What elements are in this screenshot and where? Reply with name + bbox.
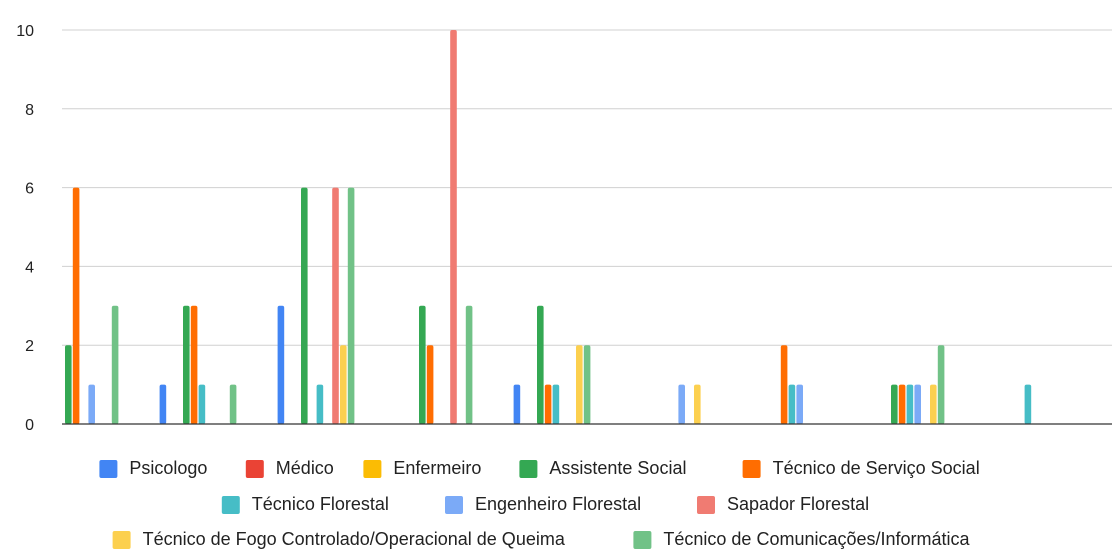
y-tick-label: 2 [25,338,34,355]
bar: Técnico Florestal: 1 [788,384,796,424]
bar: Técnico de Fogo Controlado/Operacional d… [930,384,937,424]
legend: Psicologo Médico Enfermeiro Assistente Soci… [99,458,980,549]
bar: Técnico de Serviço Social: 2 [780,345,788,424]
bar: Engenheiro Florestal: 1 [678,384,685,424]
bar: Técnico de Serviço Social: 6 [72,187,80,424]
legend-swatch [99,460,118,478]
bar: Assistente Social: 3 [419,305,426,424]
y-tick-label: 10 [16,23,34,40]
legend-label: Engenheiro Florestal [475,494,641,514]
legend-label: Técnico de Serviço Social [773,458,980,478]
bar: Assistente Social: 3 [183,305,190,424]
legend-swatch [697,496,715,514]
bar: Técnico de Fogo Controlado/Operacional d… [340,345,347,424]
legend-label: Assistente Social [549,458,686,478]
bar: Técnico Florestal: 1 [906,384,914,424]
bar: Técnico Florestal: 1 [198,384,206,424]
legend-swatch [445,496,463,514]
bar: Técnico de Comunicações/Informática: 6 [347,187,355,424]
legend-label: Psicologo [129,458,207,478]
bar: Assistente Social: 1 [891,384,898,424]
bar: Técnico de Fogo Controlado/Operacional d… [694,384,701,424]
bar: Psicologo: 3 [277,305,285,424]
legend-label: Sapador Florestal [727,494,869,514]
bar: Assistente Social: 3 [537,305,544,424]
bars: Assistente Social: 2Técnico de Serviço S… [65,30,1032,424]
bar: Técnico de Comunicações/Informática: 3 [465,305,473,424]
bar: Técnico de Comunicações/Informática: 2 [937,345,945,424]
bar: Engenheiro Florestal: 1 [88,384,95,424]
bar: Assistente Social: 2 [65,345,72,424]
y-tick-label: 8 [25,102,34,119]
bar: Psicologo: 1 [513,384,521,424]
bar: Sapador Florestal: 6 [332,187,339,424]
bar: Técnico de Serviço Social: 1 [544,384,552,424]
legend-swatch [742,460,761,478]
bar: Técnico de Serviço Social: 3 [190,305,198,424]
bar: Técnico de Comunicações/Informática: 3 [111,305,119,424]
y-tick-label: 6 [25,181,34,198]
bar: Assistente Social: 6 [301,187,308,424]
legend-swatch [112,531,131,549]
bar: Técnico Florestal: 1 [552,384,560,424]
legend-label: Enfermeiro [393,458,481,478]
y-tick-label: 0 [25,417,34,434]
bar: Técnico Florestal: 1 [316,384,324,424]
y-tick-label: 4 [25,259,34,276]
y-axis-ticks: 0 2 4 6 8 10 [16,23,34,434]
bar: Sapador Florestal: 10 [450,30,457,424]
legend-label: Técnico de Comunicações/Informática [663,529,970,549]
legend-swatch [363,460,382,478]
legend-swatch [633,531,652,549]
bar: Técnico de Serviço Social: 1 [898,384,906,424]
legend-swatch [245,460,264,478]
bar: Técnico de Serviço Social: 2 [426,345,434,424]
legend-swatch [519,460,538,478]
bar: Técnico de Comunicações/Informática: 2 [583,345,591,424]
legend-swatch [221,496,240,514]
bar: Técnico de Comunicações/Informática: 1 [229,384,237,424]
gridlines [62,29,1112,346]
bar: Técnico de Fogo Controlado/Operacional d… [576,345,583,424]
bar: Engenheiro Florestal: 1 [914,384,921,424]
legend-label: Médico [276,458,334,478]
bar: Técnico Florestal: 1 [1024,384,1032,424]
legend-label: Técnico Florestal [252,494,389,514]
bar: Psicologo: 1 [159,384,167,424]
bar: Engenheiro Florestal: 1 [796,384,803,424]
legend-label: Técnico de Fogo Controlado/Operacional d… [143,529,566,549]
